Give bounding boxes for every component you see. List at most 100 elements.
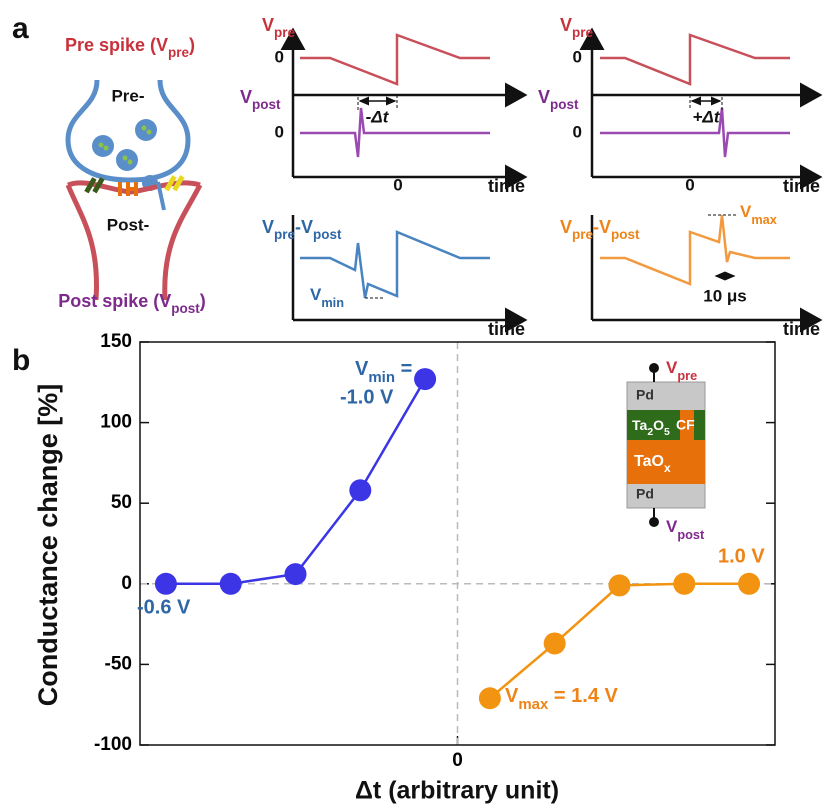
- diff-label: Vpre-Vpost: [560, 217, 640, 242]
- text-part: TaO: [634, 453, 664, 470]
- subscript: post: [550, 97, 579, 112]
- time-label: time: [783, 319, 820, 339]
- inset-label: Pd: [636, 486, 654, 502]
- subscript: pre: [274, 25, 296, 40]
- subscript: min: [321, 295, 344, 310]
- subscript: post: [252, 97, 281, 112]
- data-point: [544, 632, 566, 654]
- data-point: [414, 368, 436, 390]
- x-axis-label: Δt (arbitrary unit): [355, 777, 559, 805]
- data-point: [479, 687, 501, 709]
- zero-label: 0: [393, 175, 402, 194]
- data-point: [285, 563, 307, 585]
- data-point: [673, 573, 695, 595]
- y-tick-label: 100: [100, 412, 132, 433]
- zero-label: 0: [275, 47, 284, 66]
- subscript: pre: [168, 45, 190, 60]
- annotation: Vmax = 1.4 V: [505, 685, 619, 713]
- inset-label: CF: [676, 417, 695, 433]
- annotation: 1.0 V: [718, 545, 765, 567]
- text-part: =: [395, 358, 412, 380]
- series-line: [490, 584, 749, 698]
- subscript: max: [518, 696, 549, 713]
- subscript: min: [368, 369, 395, 386]
- x-tick-label: 0: [452, 750, 463, 771]
- text-part: -V: [593, 217, 611, 237]
- annotation: -1.0 V: [340, 386, 394, 408]
- zero-label: 0: [573, 122, 582, 141]
- dt-label: +Δt: [692, 107, 720, 126]
- text-part: V: [560, 15, 572, 35]
- zero-label: 0: [275, 122, 284, 141]
- panel-label: a: [12, 12, 29, 45]
- text-part: = 1.4 V: [548, 685, 618, 707]
- subscript: 5: [664, 426, 670, 438]
- inset-v-pre: Vpre: [666, 358, 697, 382]
- figure: a b Pre spike (Vpre) Pre- Post- Post spi…: [0, 0, 823, 806]
- text-part: ): [200, 291, 206, 311]
- pre-label: Pre-: [111, 86, 144, 105]
- annotation: Vmin =: [355, 358, 412, 386]
- subscript: pre: [274, 227, 296, 242]
- y-tick-label: -50: [105, 653, 132, 674]
- diff-label: Vpre-Vpost: [262, 217, 342, 242]
- text-part: V: [560, 217, 572, 237]
- y-tick-label: -100: [94, 734, 132, 755]
- text-part: Post spike (V: [58, 291, 171, 311]
- time-label: time: [488, 319, 525, 339]
- text-part: ): [189, 35, 195, 55]
- text-part: O: [653, 417, 664, 433]
- y-tick-label: 0: [121, 573, 132, 594]
- subscript: pre: [677, 368, 697, 383]
- data-point: [349, 479, 371, 501]
- text-part: V: [262, 217, 274, 237]
- v-post-label: Vpost: [538, 87, 579, 112]
- v-pre-label: Vpre: [262, 15, 296, 40]
- text-part: V: [262, 15, 274, 35]
- time-label: time: [488, 176, 525, 196]
- v-min-label: Vmin: [310, 285, 344, 309]
- data-point: [220, 573, 242, 595]
- subscript: pre: [572, 227, 594, 242]
- subscript: post: [313, 227, 342, 242]
- width-label: 10 μs: [703, 286, 747, 305]
- y-tick-label: 150: [100, 331, 132, 352]
- annotation: -0.6 V: [137, 596, 191, 618]
- zero-label: 0: [573, 47, 582, 66]
- subscript: post: [677, 527, 705, 542]
- data-point: [155, 573, 177, 595]
- v-pre-label: Vpre: [560, 15, 594, 40]
- text-part: Pre spike (V: [65, 35, 168, 55]
- subscript: max: [751, 212, 777, 227]
- time-label: time: [783, 176, 820, 196]
- v-max-label: Vmax: [740, 202, 777, 226]
- post-label: Post-: [107, 215, 150, 234]
- series-line: [166, 379, 425, 584]
- y-tick-label: 50: [111, 492, 132, 513]
- waveform-axes: [293, 30, 820, 320]
- text-part: V: [666, 517, 678, 536]
- subscript: post: [611, 227, 640, 242]
- dt-label: -Δt: [366, 107, 390, 126]
- panel-label: b: [12, 344, 30, 377]
- subscript: post: [171, 301, 200, 316]
- y-axis-label: Conductance change [%]: [33, 384, 63, 707]
- inset-label: Pd: [636, 387, 654, 403]
- subscript: pre: [572, 25, 594, 40]
- text-part: V: [240, 87, 252, 107]
- text-part: V: [538, 87, 550, 107]
- text-part: V: [310, 285, 322, 304]
- data-point: [738, 573, 760, 595]
- zero-label: 0: [685, 175, 694, 194]
- text-part: V: [355, 358, 369, 380]
- synapse-diagram: [68, 80, 200, 300]
- post-spike-label: Post spike (Vpost): [58, 291, 206, 316]
- v-post-label: Vpost: [240, 87, 281, 112]
- text-part: V: [666, 358, 678, 377]
- text-part: V: [505, 685, 519, 707]
- inset-v-post: Vpost: [666, 517, 705, 541]
- subscript: x: [664, 461, 671, 475]
- text-part: V: [740, 202, 752, 221]
- data-point: [608, 574, 630, 596]
- text-part: -V: [295, 217, 313, 237]
